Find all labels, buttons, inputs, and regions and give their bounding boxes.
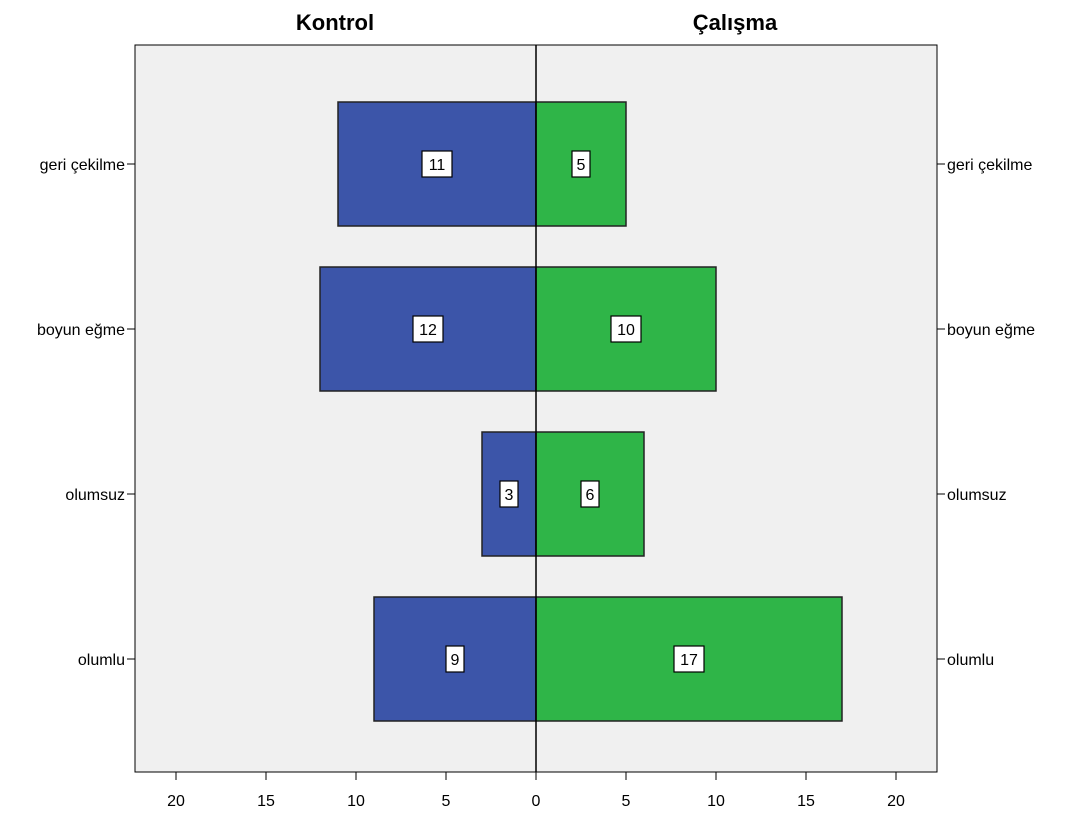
panel-title-kontrol: Kontrol	[296, 10, 374, 35]
x-tick-label-7: 15	[797, 793, 815, 810]
data-label-box-left-2	[499, 480, 519, 508]
x-tick-label-5: 5	[622, 793, 631, 810]
category-label-left-0: geri çekilme	[40, 157, 125, 174]
data-label-right-1: 10	[617, 322, 635, 339]
x-tick-label-3: 5	[442, 793, 451, 810]
category-label-left-2: olumsuz	[65, 487, 125, 504]
data-label-box-left-3	[445, 645, 465, 673]
data-label-right-2: 6	[586, 487, 595, 504]
x-tick-label-0: 20	[167, 793, 185, 810]
x-tick-label-4: 0	[532, 793, 541, 810]
data-label-box-right-1	[610, 315, 642, 343]
x-tick-label-6: 10	[707, 793, 725, 810]
category-label-right-3: olumlu	[947, 652, 994, 669]
panel-title-calisma: Çalışma	[693, 10, 778, 35]
data-label-box-left-1	[412, 315, 444, 343]
x-tick-label-2: 10	[347, 793, 365, 810]
data-label-box-right-0	[571, 150, 591, 178]
category-label-left-1: boyun eğme	[37, 322, 125, 339]
data-label-left-3: 9	[451, 652, 460, 669]
x-tick-label-8: 20	[887, 793, 905, 810]
category-label-right-0: geri çekilme	[947, 157, 1032, 174]
data-label-left-1: 12	[419, 322, 437, 339]
category-label-left-3: olumlu	[78, 652, 125, 669]
data-label-left-2: 3	[505, 487, 514, 504]
x-tick-label-1: 15	[257, 793, 275, 810]
category-label-right-2: olumsuz	[947, 487, 1007, 504]
data-label-box-left-0	[421, 150, 453, 178]
data-label-box-right-2	[580, 480, 600, 508]
data-label-box-right-3	[673, 645, 705, 673]
bar-left-3	[373, 596, 537, 722]
data-label-left-0: 11	[429, 157, 446, 174]
data-label-right-0: 5	[577, 157, 586, 174]
data-label-right-3: 17	[680, 652, 698, 669]
category-label-right-1: boyun eğme	[947, 322, 1035, 339]
